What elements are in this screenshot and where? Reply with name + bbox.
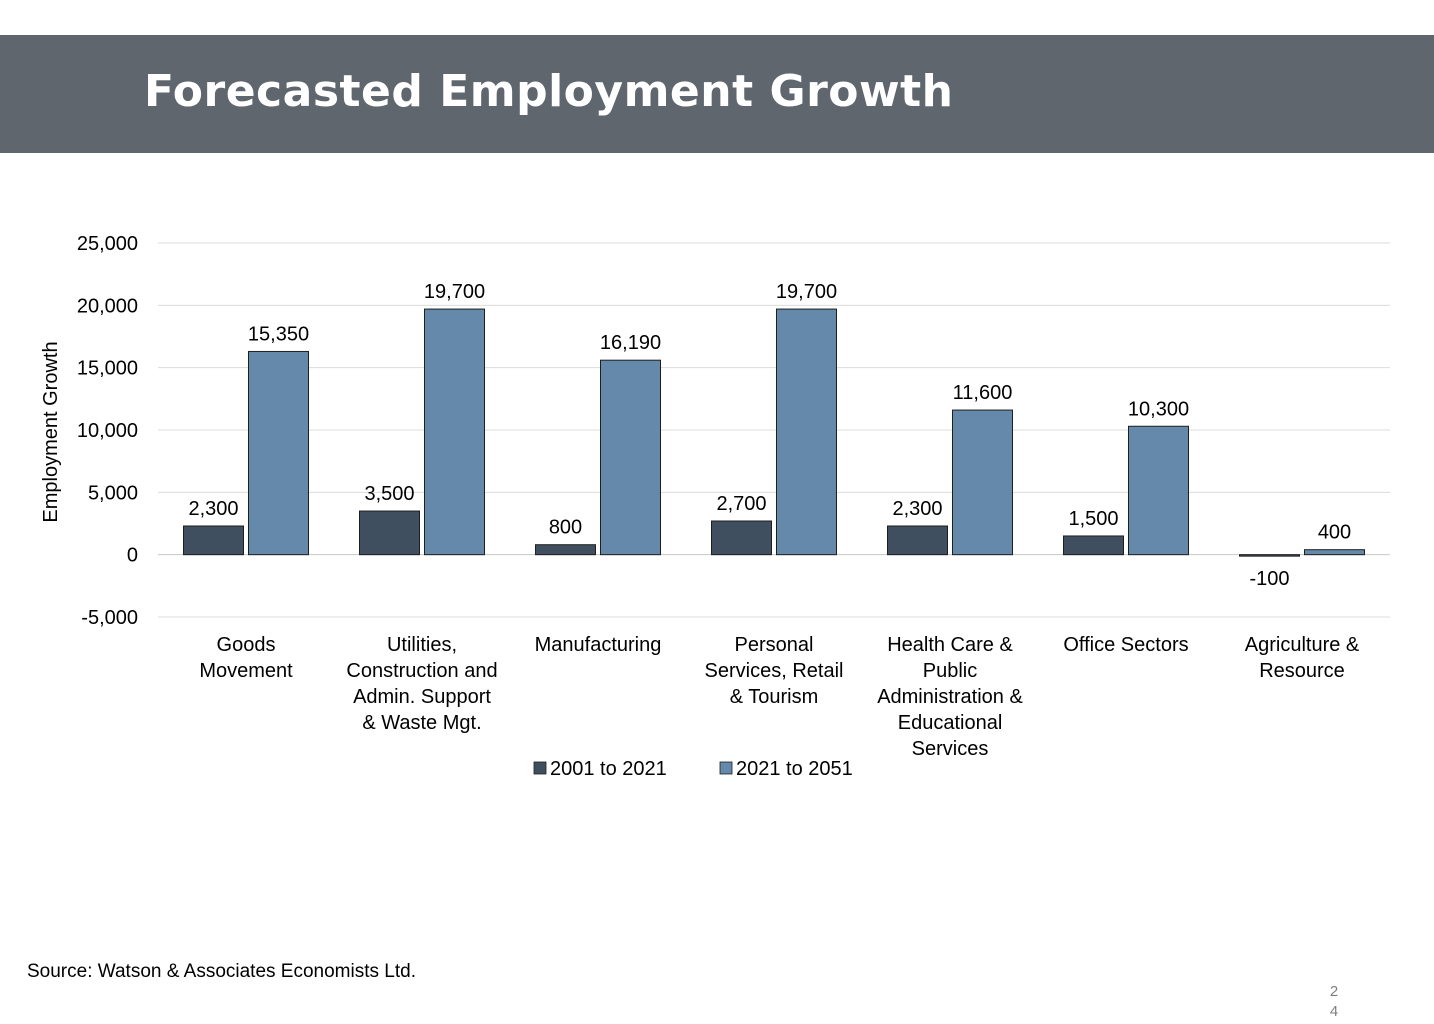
y-tick-label: 10,000 (77, 420, 138, 442)
data-label: 3,500 (364, 483, 414, 505)
employment-growth-chart: -5,000 0 5,000 10,000 15,000 20,000 25,000 Empl… (40, 233, 1390, 780)
y-tick-label: 20,000 (77, 295, 138, 317)
legend-label: 2021 to 2051 (736, 758, 853, 780)
y-tick-label: 0 (127, 545, 138, 567)
bar-series-2 (248, 350, 309, 556)
data-label: 2,300 (892, 498, 942, 520)
data-label: 11,600 (953, 382, 1013, 404)
legend-label: 2001 to 2021 (550, 758, 667, 780)
data-label: 19,700 (424, 281, 485, 303)
bar-series-2 (1304, 549, 1365, 556)
data-label: 2,300 (188, 498, 238, 520)
bar-series-2 (600, 359, 661, 556)
x-tick-label: Agriculture & Resource (1245, 634, 1360, 682)
data-label: 10,300 (1128, 398, 1189, 420)
y-axis-label: Employment Growth (40, 341, 62, 522)
x-tick-label: Office Sectors (1063, 634, 1188, 656)
source-note: Source: Watson & Associates Economists L… (27, 961, 416, 982)
bar-series-2 (424, 308, 485, 556)
bar-series-1 (359, 510, 420, 556)
x-tick-label: Health Care & Public Administration & Educa… (877, 634, 1023, 760)
y-tick-label: -5,000 (81, 607, 138, 629)
bar-series-2 (776, 308, 837, 556)
legend-swatch (533, 761, 547, 775)
data-label: 1,500 (1068, 508, 1118, 530)
y-tick-label: 15,000 (77, 358, 138, 380)
x-tick-label: Goods Movement (199, 634, 293, 682)
bar-series-1 (535, 544, 596, 556)
data-label: -100 (1249, 568, 1289, 590)
y-tick-label: 5,000 (88, 482, 138, 504)
bar-series-2 (1128, 425, 1189, 556)
bar-series-1 (711, 520, 772, 556)
data-label: 400 (1318, 522, 1351, 544)
x-tick-label: Utilities, Construction and Admin. Support… (346, 634, 497, 734)
bar-series-1 (183, 525, 244, 556)
x-tick-label: Personal Services, Retail & Tourism (705, 634, 844, 708)
data-label: 16,190 (600, 332, 661, 354)
title-bar (0, 35, 1434, 153)
data-label: 15,350 (248, 323, 309, 345)
slide-title: Forecasted Employment Growth (144, 66, 954, 117)
y-tick-label: 25,000 (77, 233, 138, 255)
bar-series-2 (952, 409, 1013, 556)
data-label: 2,700 (716, 493, 766, 515)
bar-series-1 (887, 525, 948, 556)
legend-swatch (719, 761, 733, 775)
data-label: 800 (549, 517, 582, 539)
bar-series-1 (1063, 535, 1124, 556)
page-number: 24 (1329, 983, 1339, 1020)
data-label: 19,700 (776, 281, 837, 303)
bar-series-1 (1239, 554, 1300, 557)
x-tick-label: Manufacturing (535, 634, 662, 656)
